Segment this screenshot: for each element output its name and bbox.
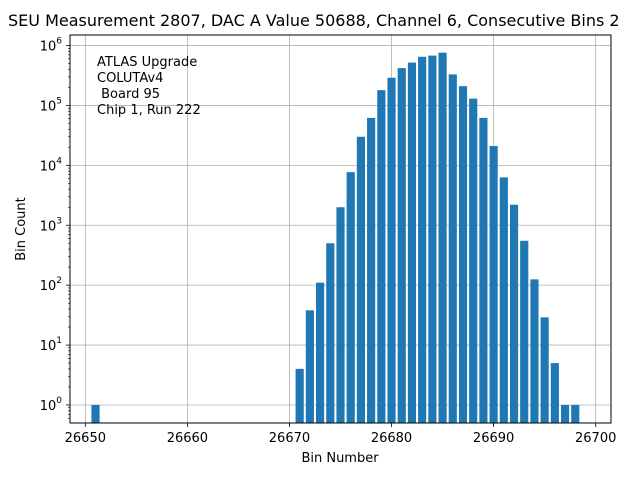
bar bbox=[346, 172, 355, 423]
bar bbox=[499, 177, 508, 423]
y-tick-exponent: 5 bbox=[56, 96, 62, 106]
bar bbox=[91, 404, 100, 423]
y-tick-exponent: 3 bbox=[56, 216, 62, 226]
bar bbox=[458, 86, 468, 423]
y-tick-base: 10 bbox=[40, 219, 57, 234]
y-tick-exponent: 4 bbox=[56, 156, 62, 166]
bar bbox=[418, 56, 427, 424]
bar bbox=[316, 282, 325, 423]
y-tick-base: 10 bbox=[40, 399, 57, 414]
x-tick-label: 26670 bbox=[269, 431, 310, 446]
bar bbox=[448, 74, 457, 423]
bar bbox=[397, 68, 406, 424]
annotation-line: COLUTAv4 bbox=[97, 71, 163, 86]
y-tick-label: 103 bbox=[40, 216, 62, 234]
bar bbox=[367, 117, 376, 423]
annotation-line: ATLAS Upgrade bbox=[97, 55, 197, 70]
y-tick-label: 104 bbox=[40, 156, 63, 174]
bar bbox=[387, 77, 396, 424]
plot-frame bbox=[69, 34, 612, 424]
bar bbox=[489, 146, 498, 423]
y-tick-base: 10 bbox=[40, 40, 57, 55]
bar bbox=[560, 404, 570, 423]
x-tick-label: 26690 bbox=[473, 431, 514, 446]
y-axis-label: Bin Count bbox=[14, 197, 29, 261]
x-tick-label: 26680 bbox=[371, 431, 412, 446]
bar bbox=[509, 204, 519, 423]
y-tick-exponent: 0 bbox=[56, 396, 62, 406]
y-tick-base: 10 bbox=[40, 279, 57, 294]
bar bbox=[540, 317, 549, 423]
bar bbox=[305, 310, 314, 423]
y-tick-label: 101 bbox=[40, 336, 62, 354]
annotation-line: Board 95 bbox=[97, 87, 160, 102]
y-tick-label: 102 bbox=[40, 276, 62, 294]
x-tick-label: 26650 bbox=[65, 431, 106, 446]
y-tick-exponent: 6 bbox=[56, 37, 62, 47]
bar bbox=[550, 363, 559, 423]
bar bbox=[530, 279, 539, 423]
y-tick-base: 10 bbox=[40, 99, 57, 114]
bar bbox=[356, 136, 365, 423]
bar bbox=[295, 368, 304, 423]
x-axis: 26650 26660 26670 26680 26690 26700 bbox=[65, 423, 616, 446]
x-tick-label: 26660 bbox=[167, 431, 208, 446]
y-tick-label: 105 bbox=[40, 96, 62, 114]
y-tick-label: 106 bbox=[40, 37, 63, 55]
bar bbox=[479, 117, 488, 423]
bar bbox=[377, 90, 386, 424]
bar bbox=[336, 207, 345, 423]
bar bbox=[438, 52, 447, 424]
bar bbox=[428, 55, 437, 423]
annotation-line: Chip 1, Run 222 bbox=[97, 103, 201, 118]
y-tick-base: 10 bbox=[40, 339, 57, 354]
y-tick-exponent: 1 bbox=[56, 336, 62, 346]
x-axis-label: Bin Number bbox=[301, 451, 379, 466]
bar bbox=[407, 62, 417, 423]
bars bbox=[91, 52, 580, 424]
bar bbox=[520, 240, 529, 423]
y-tick-base: 10 bbox=[40, 159, 57, 174]
bar bbox=[469, 98, 478, 424]
bar bbox=[571, 404, 580, 423]
bar bbox=[326, 243, 335, 423]
chart-title: SEU Measurement 2807, DAC A Value 50688,… bbox=[8, 11, 620, 30]
y-tick-label: 100 bbox=[40, 396, 63, 414]
y-tick-exponent: 2 bbox=[56, 276, 62, 286]
x-tick-label: 26700 bbox=[575, 431, 616, 446]
